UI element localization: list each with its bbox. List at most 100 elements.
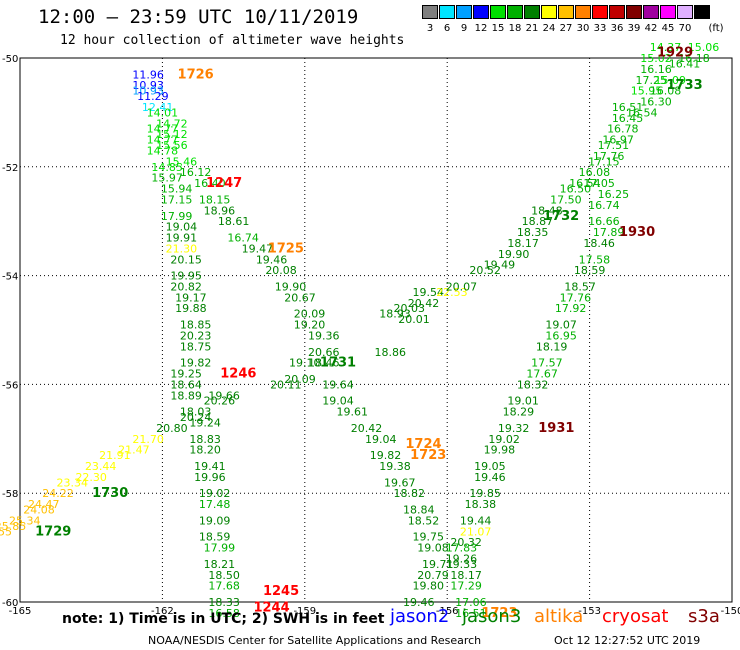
wave-height-label: 16.41 xyxy=(669,57,701,70)
satellite-jason2: jason2 xyxy=(390,606,450,627)
wave-height-label: 18.52 xyxy=(408,514,440,527)
wave-height-label: 19.82 xyxy=(370,449,402,462)
track-time-label: 1732 xyxy=(543,209,579,224)
wave-height-label: 20.67 xyxy=(284,291,316,304)
wave-height-label: 25.55 xyxy=(0,525,12,538)
longitude-tick-label: -150 xyxy=(721,606,740,617)
wave-height-label: 19.85 xyxy=(469,487,501,500)
wave-height-label: 20.82 xyxy=(170,280,202,293)
wave-height-label: 19.41 xyxy=(194,460,226,473)
wave-height-label: 19.90 xyxy=(275,280,307,293)
wave-height-label: 16.78 xyxy=(607,123,639,136)
wave-height-label: 19.08 xyxy=(417,542,449,555)
wave-height-label: 10.93 xyxy=(132,79,164,92)
map-title: 12:00 – 23:59 UTC 10/11/2019 xyxy=(38,6,359,28)
wave-height-label: 21.70 xyxy=(132,433,164,446)
wave-height-label: 19.01 xyxy=(507,395,539,408)
wave-height-label: 18.38 xyxy=(465,498,497,511)
wave-height-label: 19.10 xyxy=(289,357,321,370)
wave-height-label: 19.66 xyxy=(208,389,240,402)
colorbar-swatch xyxy=(694,5,710,19)
latitude-tick-label: -54 xyxy=(2,272,18,283)
wave-height-label: 17.25 xyxy=(636,74,668,87)
wave-height-label: 19.26 xyxy=(446,552,478,565)
track-time-label: 1245 xyxy=(263,584,299,599)
wave-height-label: 17.06 xyxy=(455,596,487,609)
wave-height-label: 18.03 xyxy=(180,406,212,419)
wave-height-label: 14.72 xyxy=(156,117,188,130)
wave-height-label: 16.50 xyxy=(560,183,592,196)
wave-height-label: 19.32 xyxy=(498,422,530,435)
wave-height-label: 17.92 xyxy=(555,302,587,315)
wave-height-label: 18.35 xyxy=(517,226,549,239)
wave-height-label: 23.44 xyxy=(85,460,117,473)
wave-height-label: 15.02 xyxy=(640,52,672,65)
wave-height-label: 18.83 xyxy=(189,433,221,446)
wave-height-label: 20.09 xyxy=(284,373,316,386)
colorbar-label: 21 xyxy=(525,23,539,34)
wave-height-label: 18.48 xyxy=(531,204,563,217)
wave-height-label: 16.74 xyxy=(227,232,259,245)
wave-height-label: 17.76 xyxy=(593,150,625,163)
wave-height-label: 17.76 xyxy=(560,291,592,304)
wave-height-label: 18.57 xyxy=(564,280,596,293)
colorbar-swatch xyxy=(575,5,591,19)
colorbar-swatch xyxy=(490,5,506,19)
wave-height-label: 17.99 xyxy=(161,210,193,223)
wave-height-label: 17.67 xyxy=(526,368,558,381)
wave-height-label: 19.46 xyxy=(403,596,435,609)
colorbar-label: 18 xyxy=(508,23,522,34)
wave-height-label: 19.96 xyxy=(194,471,226,484)
colorbar-label: 70 xyxy=(678,23,692,34)
wave-height-label: 14.01 xyxy=(147,106,179,119)
wave-height-label: 20.80 xyxy=(156,422,188,435)
wave-height-label: 10.93 xyxy=(132,85,164,98)
wave-height-label: 15.95 xyxy=(631,85,663,98)
wave-height-label: 19.05 xyxy=(474,460,506,473)
wave-height-label: 25.85 xyxy=(0,520,26,533)
colorbar-label: 9 xyxy=(460,23,468,34)
wave-height-label: 18.29 xyxy=(503,406,535,419)
track-time-label: 1929 xyxy=(657,46,693,61)
colorbar-swatch xyxy=(422,5,438,19)
wave-height-label: 17.89 xyxy=(593,226,625,239)
wave-height-label: 19.49 xyxy=(484,259,516,272)
wave-height-label: 17.68 xyxy=(208,580,240,593)
track-time-label: 1733 xyxy=(666,78,702,93)
colorbar-label: 36 xyxy=(610,23,624,34)
wave-height-label: 20.24 xyxy=(180,411,212,424)
wave-height-label: 19.64 xyxy=(322,378,354,391)
wave-height-label: 16.54 xyxy=(569,177,601,190)
colorbar-label: 24 xyxy=(542,23,556,34)
footer-note: note: 1) Time is in UTC; 2) SWH is in fe… xyxy=(62,611,385,627)
wave-height-label: 16.45 xyxy=(612,112,644,125)
satellite-cryosat: cryosat xyxy=(602,606,669,627)
track-time-label: 1726 xyxy=(178,67,214,82)
track-time-label: 1246 xyxy=(220,367,256,382)
colorbar-label: 45 xyxy=(661,23,675,34)
wave-height-label: 19.04 xyxy=(166,221,198,234)
wave-height-label: 18.75 xyxy=(180,340,212,353)
colorbar-label: 27 xyxy=(559,23,573,34)
track-time-label: 1724 xyxy=(405,437,441,452)
wave-height-label: 20.52 xyxy=(469,264,501,277)
colorbar-label: 3 xyxy=(426,23,434,34)
wave-height-label: 21.47 xyxy=(118,444,150,457)
wave-height-label: 15.56 xyxy=(156,139,188,152)
wave-height-label: 19.46 xyxy=(256,253,288,266)
wave-height-label: 18.17 xyxy=(450,569,482,582)
wave-height-label: 15.09 xyxy=(655,74,687,87)
wave-height-label: 18.20 xyxy=(189,444,221,457)
wave-height-label: 21.91 xyxy=(99,449,131,462)
wave-height-label: 16.08 xyxy=(650,85,682,98)
wave-height-label: 18.33 xyxy=(208,596,240,609)
wave-height-label: 17.57 xyxy=(531,357,563,370)
wave-height-label: 16.40 xyxy=(194,177,226,190)
wave-height-label: 16.25 xyxy=(598,188,630,201)
wave-height-label: 18.87 xyxy=(522,215,554,228)
wave-height-label: 20.32 xyxy=(450,536,482,549)
track-time-label: 1930 xyxy=(619,225,655,240)
wave-height-label: 12.41 xyxy=(142,101,174,114)
wave-height-label: 19.46 xyxy=(474,471,506,484)
colorbar-unit: (ft) xyxy=(708,23,724,34)
